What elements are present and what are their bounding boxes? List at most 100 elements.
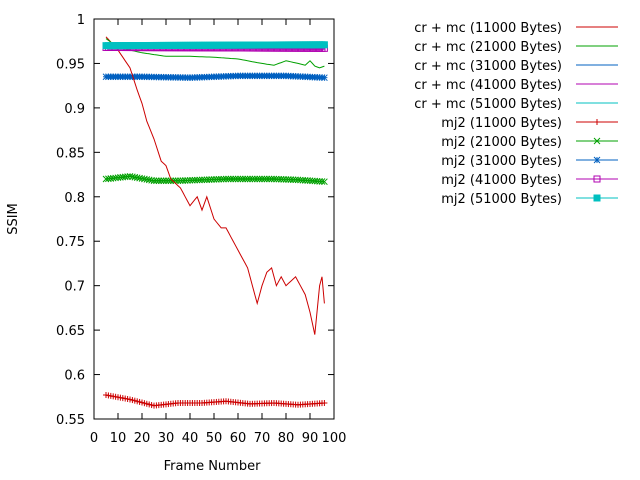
data-point xyxy=(167,177,175,185)
tick-layer: 0 10 20 30 40 50 60 70 80 90 100 0.55 0.6 0.65 0.7 0.75… xyxy=(56,13,346,446)
data-point xyxy=(150,177,158,185)
x-tick-label: 40 xyxy=(182,431,199,446)
y-tick-label: 0.6 xyxy=(64,369,85,384)
legend-entry: mj2 (31000 Bytes) xyxy=(441,154,618,169)
data-point xyxy=(203,176,211,184)
series-6 xyxy=(103,392,328,409)
data-point xyxy=(251,175,259,183)
legend-label: cr + mc (31000 Bytes) xyxy=(414,59,562,74)
data-point xyxy=(201,176,208,184)
x-tick-label: 60 xyxy=(230,431,247,446)
data-point xyxy=(258,175,266,183)
data-point xyxy=(181,177,189,184)
series-2 xyxy=(105,38,325,69)
data-point xyxy=(321,178,328,186)
data-point xyxy=(253,175,261,183)
data-point xyxy=(227,175,235,183)
series-line xyxy=(105,38,325,69)
data-point xyxy=(320,41,328,49)
legend-entry: mj2 (41000 Bytes) xyxy=(441,173,618,188)
data-point xyxy=(205,176,213,183)
data-point xyxy=(160,177,167,185)
data-point xyxy=(256,175,263,183)
legend-label: mj2 (11000 Bytes) xyxy=(441,116,562,131)
x-tick-label: 30 xyxy=(158,431,175,446)
legend-entry: cr + mc (51000 Bytes) xyxy=(414,97,618,112)
y-axis-title: SSIM xyxy=(6,203,21,235)
data-point xyxy=(196,176,203,184)
legend-swatch-marker xyxy=(593,156,601,164)
data-point xyxy=(318,178,326,185)
y-tick-label: 0.8 xyxy=(64,191,85,206)
legend-label: mj2 (51000 Bytes) xyxy=(441,192,562,207)
data-point xyxy=(179,177,187,184)
data-point xyxy=(174,177,182,185)
data-point xyxy=(232,175,239,183)
y-tick-label: 1 xyxy=(77,13,85,28)
y-tick-label: 0.9 xyxy=(64,102,85,117)
data-point xyxy=(172,177,179,185)
data-point xyxy=(119,173,127,181)
data-point xyxy=(321,74,328,82)
data-point xyxy=(193,176,201,184)
legend-entry: mj2 (51000 Bytes) xyxy=(441,192,618,207)
legend-label: cr + mc (51000 Bytes) xyxy=(414,97,562,112)
x-tick-label: 0 xyxy=(90,431,98,446)
data-point xyxy=(234,175,242,183)
legend-label: mj2 (21000 Bytes) xyxy=(441,135,562,150)
data-point xyxy=(217,175,225,183)
legend-entry: cr + mc (11000 Bytes) xyxy=(414,21,618,36)
data-point xyxy=(153,177,160,185)
data-point xyxy=(220,175,227,183)
series-8 xyxy=(102,72,328,82)
series-10 xyxy=(102,41,328,50)
x-tick-label: 100 xyxy=(322,431,347,446)
legend-label: mj2 (41000 Bytes) xyxy=(441,173,562,188)
x-tick-label: 10 xyxy=(110,431,127,446)
legend-label: cr + mc (41000 Bytes) xyxy=(414,78,562,93)
data-point xyxy=(102,175,110,183)
data-point xyxy=(239,175,247,183)
legend-entry: mj2 (21000 Bytes) xyxy=(441,135,618,150)
legend-entry: cr + mc (21000 Bytes) xyxy=(414,40,618,55)
x-tick-label: 90 xyxy=(302,431,319,446)
data-point xyxy=(177,177,184,185)
data-point xyxy=(222,175,230,183)
x-axis-title: Frame Number xyxy=(164,459,262,474)
data-point xyxy=(237,175,244,183)
data-point xyxy=(210,176,218,183)
data-point xyxy=(112,174,119,182)
series-7 xyxy=(102,172,328,186)
data-point xyxy=(249,175,256,183)
y-tick-label: 0.65 xyxy=(56,324,85,339)
y-tick-label: 0.85 xyxy=(56,146,85,161)
data-point xyxy=(184,177,191,184)
legend-entry: cr + mc (31000 Bytes) xyxy=(414,59,618,74)
legend-swatch-marker xyxy=(593,137,601,145)
data-point xyxy=(114,174,122,182)
data-point xyxy=(208,176,215,183)
x-tick-label: 70 xyxy=(254,431,271,446)
data-point xyxy=(198,176,206,184)
data-point xyxy=(109,174,117,182)
x-tick-label: 50 xyxy=(206,431,223,446)
data-point xyxy=(265,175,273,183)
legend-entry: mj2 (11000 Bytes) xyxy=(441,116,618,131)
legend-swatch-marker xyxy=(593,194,601,202)
data-point xyxy=(157,177,165,185)
data-point xyxy=(107,175,115,182)
y-tick-label: 0.55 xyxy=(56,413,85,428)
data-point xyxy=(244,175,251,183)
series-line xyxy=(105,36,325,335)
data-point xyxy=(121,173,129,181)
data-point xyxy=(241,175,249,183)
legend-label: cr + mc (21000 Bytes) xyxy=(414,40,562,55)
y-tick-label: 0.7 xyxy=(64,280,85,295)
data-point xyxy=(213,176,220,183)
data-point xyxy=(105,175,112,183)
data-point xyxy=(225,175,232,183)
data-point xyxy=(268,175,275,183)
legend-label: mj2 (31000 Bytes) xyxy=(441,154,562,169)
legend: cr + mc (11000 Bytes) cr + mc (21000 Byte… xyxy=(414,21,618,207)
